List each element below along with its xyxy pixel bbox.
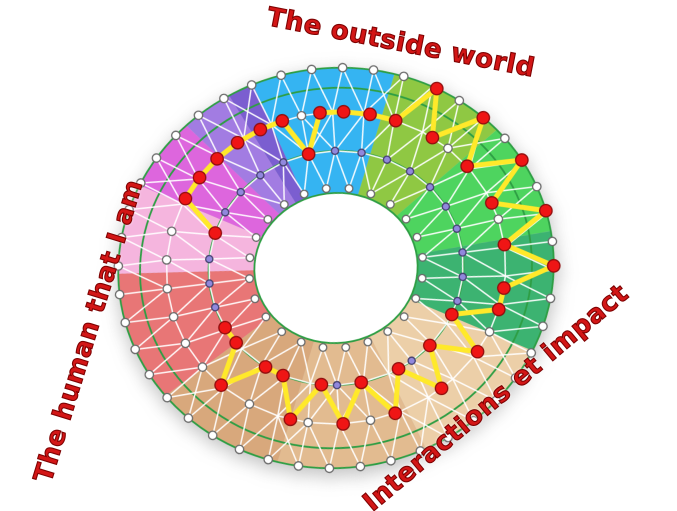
wheel-svg	[113, 62, 561, 474]
diagram-stage: The outside world The human that I am In…	[28, 1, 636, 511]
